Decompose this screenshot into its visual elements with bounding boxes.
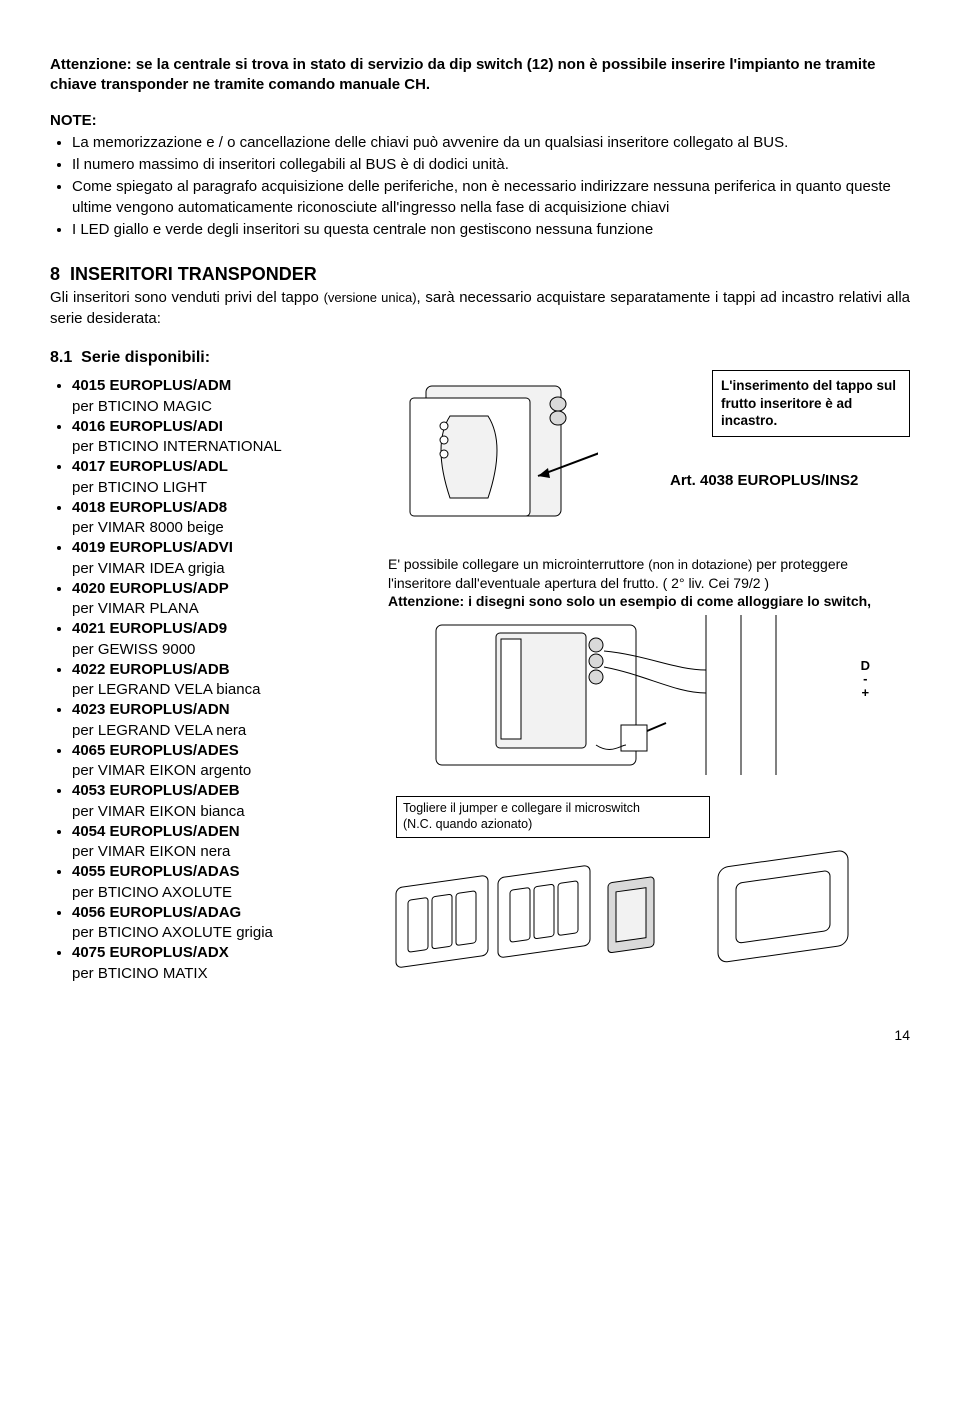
notes-list: La memorizzazione e / o cancellazione de… <box>50 133 910 240</box>
series-code: 4023 EUROPLUS/ADN <box>72 701 230 718</box>
series-code: 4056 EUROPLUS/ADAG <box>72 904 241 921</box>
series-desc: per VIMAR EIKON nera <box>72 842 370 862</box>
series-item: 4016 EUROPLUS/ADI per BTICINO INTERNATION… <box>72 417 370 458</box>
subsection-heading: Serie disponibili: <box>81 349 210 366</box>
page-number: 14 <box>50 1026 910 1045</box>
series-code: 4016 EUROPLUS/ADI <box>72 418 223 435</box>
micro-p2bold: Attenzione: <box>388 593 464 609</box>
series-item: 4017 EUROPLUS/ADL per BTICINO LIGHT <box>72 457 370 498</box>
series-code: 4065 EUROPLUS/ADES <box>72 742 239 759</box>
series-code: 4053 EUROPLUS/ADEB <box>72 782 240 799</box>
series-desc: per BTICINO LIGHT <box>72 478 370 498</box>
series-code: 4055 EUROPLUS/ADAS <box>72 863 240 880</box>
series-item: 4065 EUROPLUS/ADES per VIMAR EIKON argent… <box>72 741 370 782</box>
section-intro: Gli inseritori sono venduti privi del ta… <box>50 288 910 329</box>
micro-p1a: E' possibile collegare un microinterrutt… <box>388 556 648 572</box>
series-list: 4015 EUROPLUS/ADM per BTICINO MAGIC 4016 … <box>50 376 370 984</box>
series-item: 4022 EUROPLUS/ADB per LEGRAND VELA bianca <box>72 660 370 701</box>
series-desc: per GEWISS 9000 <box>72 640 370 660</box>
series-code: 4054 EUROPLUS/ADEN <box>72 823 240 840</box>
device-figure-top <box>388 376 598 536</box>
series-desc: per BTICINO MATIX <box>72 964 370 984</box>
series-list-container: 4015 EUROPLUS/ADM per BTICINO MAGIC 4016 … <box>50 376 370 984</box>
series-desc: per BTICINO AXOLUTE <box>72 883 370 903</box>
device-figure-exploded <box>388 848 910 998</box>
micro-p1small: (non in dotazione) <box>648 557 752 572</box>
series-item: 4053 EUROPLUS/ADEB per VIMAR EIKON bianca <box>72 781 370 822</box>
jumper-main: Togliere il jumper e collegare il micros… <box>403 801 640 815</box>
series-item: 4075 EUROPLUS/ADX per BTICINO MATIX <box>72 943 370 984</box>
figures-container: L'inserimento del tappo sul frutto inser… <box>388 376 910 997</box>
series-item: 4055 EUROPLUS/ADAS per BTICINO AXOLUTE <box>72 862 370 903</box>
warning-paragraph: Attenzione: se la centrale si trova in s… <box>50 55 910 96</box>
section-title: 8 INSERITORI TRANSPONDER <box>50 262 910 286</box>
series-item: 4020 EUROPLUS/ADP per VIMAR PLANA <box>72 579 370 620</box>
series-item: 4021 EUROPLUS/AD9 per GEWISS 9000 <box>72 619 370 660</box>
series-item: 4018 EUROPLUS/AD8 per VIMAR 8000 beige <box>72 498 370 539</box>
series-item: 4019 EUROPLUS/ADVI per VIMAR IDEA grigia <box>72 538 370 579</box>
series-code: 4015 EUROPLUS/ADM <box>72 377 231 394</box>
series-desc: per LEGRAND VELA nera <box>72 721 370 741</box>
d-terminal-label: D - + <box>861 659 870 700</box>
series-desc: per VIMAR EIKON bianca <box>72 802 370 822</box>
d-minus: - <box>861 672 870 686</box>
section-heading: INSERITORI TRANSPONDER <box>70 264 317 284</box>
intro-pre: Gli inseritori sono venduti privi del ta… <box>50 289 324 306</box>
series-desc: per BTICINO INTERNATIONAL <box>72 437 370 457</box>
series-desc: per VIMAR EIKON argento <box>72 761 370 781</box>
series-desc: per BTICINO MAGIC <box>72 397 370 417</box>
series-code: 4021 EUROPLUS/AD9 <box>72 620 227 637</box>
series-item: 4054 EUROPLUS/ADEN per VIMAR EIKON nera <box>72 822 370 863</box>
insert-info-box: L'inserimento del tappo sul frutto inser… <box>712 370 910 437</box>
series-desc: per VIMAR PLANA <box>72 599 370 619</box>
intro-small: (versione unica) <box>324 290 417 305</box>
note-item: I LED giallo e verde degli inseritori su… <box>72 220 910 240</box>
series-code: 4075 EUROPLUS/ADX <box>72 944 229 961</box>
jumper-caption-box: Togliere il jumper e collegare il micros… <box>396 796 710 837</box>
subsection-title: 8.1 Serie disponibili: <box>50 347 910 369</box>
series-desc: per VIMAR 8000 beige <box>72 518 370 538</box>
series-code: 4018 EUROPLUS/AD8 <box>72 499 227 516</box>
note-item: Il numero massimo di inseritori collegab… <box>72 155 910 175</box>
d-plus: + <box>861 686 870 700</box>
microswitch-text: E' possibile collegare un microinterrutt… <box>388 555 910 610</box>
series-item: 4023 EUROPLUS/ADN per LEGRAND VELA nera <box>72 700 370 741</box>
micro-p2rest: i disegni sono solo un esempio di come a… <box>464 593 871 609</box>
series-item: 4015 EUROPLUS/ADM per BTICINO MAGIC <box>72 376 370 417</box>
jumper-sub: (N.C. quando azionato) <box>403 817 532 831</box>
series-desc: per BTICINO AXOLUTE grigia <box>72 923 370 943</box>
section-number: 8 <box>50 264 60 284</box>
series-code: 4019 EUROPLUS/ADVI <box>72 539 233 556</box>
subsection-number: 8.1 <box>50 349 72 366</box>
note-item: La memorizzazione e / o cancellazione de… <box>72 133 910 153</box>
series-item: 4056 EUROPLUS/ADAG per BTICINO AXOLUTE gr… <box>72 903 370 944</box>
series-desc: per VIMAR IDEA grigia <box>72 559 370 579</box>
series-code: 4017 EUROPLUS/ADL <box>72 458 228 475</box>
series-code: 4020 EUROPLUS/ADP <box>72 580 229 597</box>
series-code: 4022 EUROPLUS/ADB <box>72 661 230 678</box>
note-title: NOTE: <box>50 111 910 131</box>
art-label: Art. 4038 EUROPLUS/INS2 <box>670 471 910 491</box>
note-item: Come spiegato al paragrafo acquisizione … <box>72 177 910 218</box>
series-desc: per LEGRAND VELA bianca <box>72 680 370 700</box>
d-label: D <box>861 659 870 673</box>
